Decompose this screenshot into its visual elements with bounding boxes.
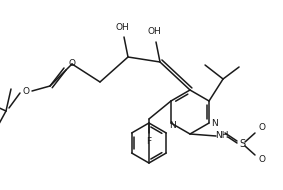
- Text: OH: OH: [147, 28, 161, 36]
- Text: N: N: [170, 121, 176, 131]
- Text: NH: NH: [215, 131, 229, 139]
- Text: F: F: [146, 136, 151, 146]
- Text: S: S: [239, 139, 245, 149]
- Text: O: O: [23, 86, 29, 96]
- Text: O: O: [68, 59, 76, 67]
- Text: N: N: [211, 120, 217, 128]
- Text: O: O: [258, 124, 265, 132]
- Text: OH: OH: [115, 22, 129, 32]
- Text: O: O: [258, 155, 265, 165]
